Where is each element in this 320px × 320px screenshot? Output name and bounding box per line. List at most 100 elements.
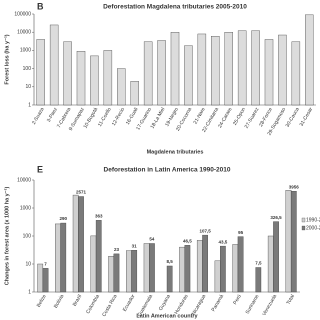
- bar: [60, 222, 67, 293]
- bar: [117, 68, 126, 106]
- bar: [108, 255, 115, 293]
- value-label: 31: [132, 243, 138, 248]
- value-label: 2571: [76, 190, 87, 195]
- x-tick-label: 2-Suaza: [31, 106, 46, 125]
- x-tick-label: Venezuela: [261, 293, 278, 316]
- y-tick-label: 10000: [17, 30, 31, 36]
- bar: [49, 24, 59, 106]
- bar: [224, 32, 233, 106]
- value-label: 7,5: [255, 261, 262, 266]
- x-tick-label: Bolivia: [53, 293, 66, 309]
- x-tick-label: Perú: [232, 293, 243, 305]
- chart-title: Deforestation in Latin America 1990-2010: [104, 167, 231, 174]
- bar: [166, 265, 173, 293]
- bar: [219, 245, 226, 293]
- y-tick-label: 1000: [20, 48, 31, 54]
- x-tick-label: Honduras: [174, 293, 190, 315]
- x-tick-label: Costa Rica: [101, 293, 119, 317]
- y-tick-label: 1: [28, 102, 31, 108]
- bar: [113, 253, 120, 293]
- bar: [126, 250, 132, 293]
- x-tick-label: Ecuador: [122, 293, 137, 312]
- bar: [179, 246, 185, 293]
- value-label: 3956: [289, 184, 300, 189]
- bar: [214, 260, 221, 293]
- x-tick-label: Suriname: [245, 293, 261, 315]
- bar: [285, 190, 292, 293]
- bar: [36, 39, 45, 106]
- bar: [63, 41, 72, 106]
- bar: [264, 39, 274, 106]
- bar: [149, 243, 155, 293]
- bar: [131, 250, 138, 293]
- bar: [42, 268, 49, 293]
- x-axis-label: Magdalena tributaries: [147, 149, 204, 155]
- bar: [278, 34, 287, 106]
- legend-swatch: [301, 217, 306, 223]
- legend-label: 1990-2000: [306, 217, 320, 223]
- value-label: 23: [114, 247, 120, 252]
- y-tick-label: 10: [25, 84, 31, 90]
- y-tick-label: 1: [28, 289, 31, 295]
- value-label: 7: [44, 262, 47, 267]
- y-tick-label: 100: [23, 66, 32, 72]
- value-label: 54: [149, 237, 155, 242]
- value-label: 363: [95, 214, 103, 219]
- x-tick-label: Panamá: [211, 293, 226, 312]
- x-tick-label: 3-Paez: [46, 106, 59, 123]
- bar: [184, 245, 191, 293]
- chart-title: Deforestation Magdalena tributaries 2005…: [103, 4, 247, 11]
- bar: [255, 267, 262, 293]
- bar: [78, 196, 84, 293]
- bar: [157, 40, 166, 106]
- x-tick-label: Brazil: [72, 294, 83, 308]
- y-tick-label: 10: [25, 261, 31, 267]
- bar: [211, 36, 220, 106]
- bar: [90, 235, 97, 293]
- x-axis-label: Latin American country: [136, 313, 198, 319]
- y-axis-label: Changes in forest area (x 1000 ha y⁻¹): [3, 187, 10, 286]
- bar: [237, 236, 244, 293]
- value-label: 326,5: [270, 215, 282, 220]
- panel-label: B: [37, 1, 44, 11]
- bar: [37, 263, 44, 293]
- value-label: 290: [60, 216, 68, 221]
- y-tick-label: 10000: [17, 177, 31, 183]
- x-tick-label: 21-Nare: [193, 106, 207, 125]
- x-tick-label: 31-Cesar: [299, 106, 315, 127]
- y-tick-label: 100: [23, 233, 32, 239]
- x-tick-label: 12-Recio: [111, 106, 126, 127]
- bar: [305, 14, 314, 106]
- bar: [197, 33, 207, 106]
- bar: [267, 235, 274, 293]
- bar: [76, 51, 86, 106]
- bar: [143, 41, 153, 106]
- bar: [251, 30, 260, 106]
- bar: [72, 194, 79, 293]
- bar: [130, 81, 139, 106]
- bar: [290, 191, 297, 293]
- bar: [273, 221, 279, 293]
- y-tick-label: 1000: [20, 205, 31, 211]
- bar: [196, 240, 203, 293]
- bar: [143, 243, 150, 293]
- y-axis-label: Forest loss (ha y⁻¹): [3, 34, 10, 84]
- value-label: 43,5: [218, 239, 227, 244]
- bar: [237, 30, 247, 106]
- value-label: 8,5: [167, 259, 174, 264]
- x-tick-label: Colombia: [85, 293, 101, 314]
- legend-label: 2000-2010: [306, 225, 320, 231]
- bar: [103, 50, 113, 106]
- value-label: 95: [238, 230, 244, 235]
- value-label: 107,5: [199, 228, 211, 233]
- bar: [184, 45, 193, 106]
- x-tick-label: Guyana: [158, 293, 172, 311]
- bar: [95, 220, 102, 293]
- bar: [232, 244, 239, 293]
- bar: [90, 55, 99, 106]
- panel-label: E: [37, 164, 43, 174]
- bar: [55, 223, 61, 293]
- x-tick-label: Total: [286, 294, 296, 306]
- x-tick-label: Belize: [36, 293, 48, 308]
